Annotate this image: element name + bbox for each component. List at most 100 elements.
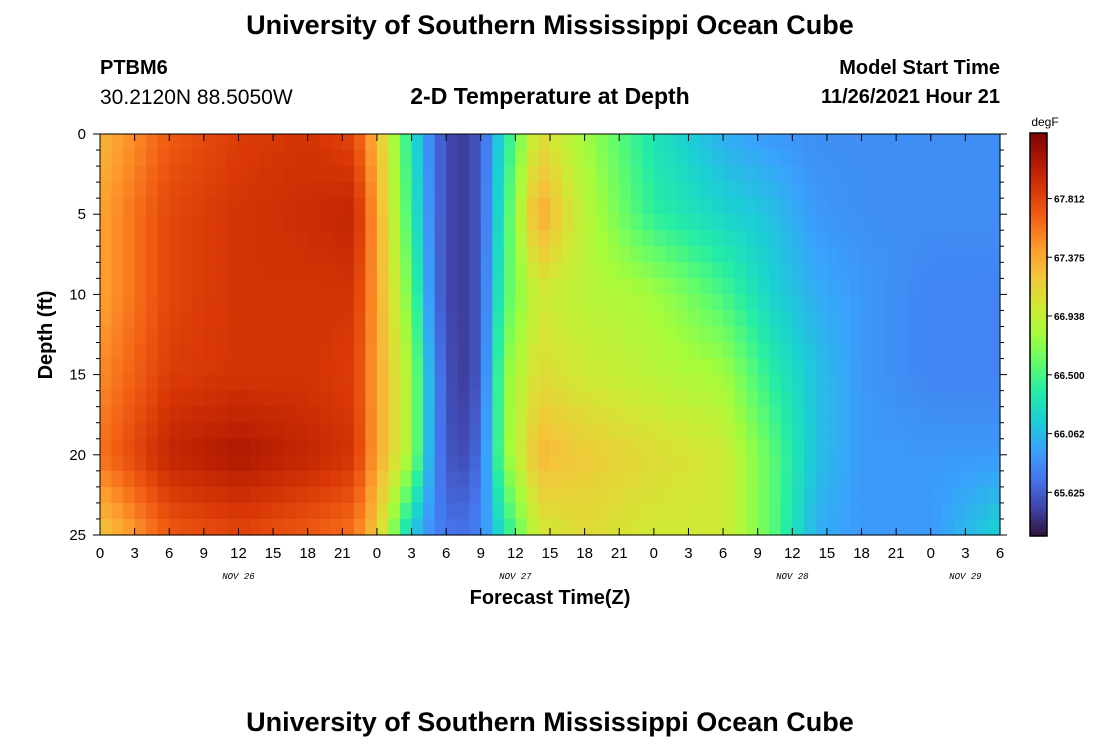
heatmap-cell bbox=[826, 198, 840, 215]
heatmap-cell bbox=[838, 150, 851, 167]
heatmap-cell bbox=[307, 278, 320, 295]
heatmap-cell bbox=[203, 518, 216, 536]
heatmap-cell bbox=[400, 390, 413, 408]
heatmap-cell bbox=[492, 198, 505, 215]
heatmap-cell bbox=[215, 166, 228, 183]
heatmap-cell bbox=[538, 342, 551, 360]
heatmap-cell bbox=[953, 166, 966, 183]
heatmap-cell bbox=[503, 230, 516, 247]
heatmap-cell bbox=[146, 518, 159, 536]
heatmap-cell bbox=[873, 422, 886, 440]
colorbar-tick-label: 66.500 bbox=[1054, 371, 1085, 382]
x-tick-label: 9 bbox=[477, 545, 485, 562]
heatmap-cell bbox=[573, 246, 586, 263]
heatmap-cell bbox=[526, 166, 540, 183]
heatmap-cell bbox=[538, 390, 551, 408]
heatmap-cell bbox=[573, 150, 586, 167]
heatmap-cell bbox=[630, 310, 643, 328]
heatmap-cell bbox=[215, 134, 228, 151]
heatmap-cell bbox=[538, 454, 551, 472]
heatmap-cell bbox=[896, 438, 909, 456]
heatmap-cell bbox=[492, 326, 505, 344]
heatmap-cell bbox=[815, 246, 828, 263]
heatmap-cell bbox=[192, 406, 205, 424]
heatmap-cell bbox=[815, 518, 828, 536]
heatmap-cell bbox=[192, 502, 205, 520]
heatmap-cell bbox=[676, 454, 690, 472]
heatmap-cell bbox=[503, 246, 516, 263]
heatmap-cell bbox=[261, 326, 274, 344]
heatmap-cell bbox=[411, 438, 424, 456]
heatmap-cell bbox=[907, 326, 920, 344]
heatmap-cell bbox=[123, 470, 136, 488]
heatmap-cell bbox=[769, 230, 782, 247]
heatmap-cell bbox=[134, 454, 147, 472]
heatmap-cell bbox=[526, 438, 540, 456]
heatmap-cell bbox=[146, 134, 159, 151]
heatmap-cell bbox=[642, 198, 655, 215]
heatmap-cell bbox=[826, 454, 840, 472]
heatmap-cell bbox=[503, 518, 516, 536]
heatmap-cell bbox=[815, 454, 828, 472]
heatmap-cell bbox=[400, 182, 413, 199]
heatmap-cell bbox=[365, 438, 378, 456]
heatmap-cell bbox=[203, 486, 216, 504]
heatmap-cell bbox=[469, 134, 482, 151]
heatmap-cell bbox=[192, 262, 205, 279]
heatmap-cell bbox=[342, 294, 355, 312]
heatmap-cell bbox=[953, 470, 966, 488]
heatmap-cell bbox=[111, 310, 124, 328]
heatmap-cell bbox=[526, 198, 540, 215]
heatmap-cell bbox=[503, 502, 516, 520]
heatmap-cell bbox=[988, 166, 1001, 183]
heatmap-cell bbox=[446, 230, 459, 247]
heatmap-cell bbox=[215, 438, 228, 456]
heatmap-cell bbox=[273, 262, 286, 279]
heatmap-cell bbox=[700, 134, 713, 151]
heatmap-cell bbox=[342, 342, 355, 360]
heatmap-cell bbox=[573, 198, 586, 215]
heatmap-cell bbox=[688, 182, 701, 199]
heatmap-cell bbox=[250, 470, 263, 488]
heatmap-cell bbox=[446, 326, 459, 344]
heatmap-cell bbox=[550, 278, 563, 295]
heatmap-cell bbox=[538, 358, 551, 376]
heatmap-cell bbox=[157, 374, 170, 392]
heatmap-cell bbox=[942, 454, 955, 472]
heatmap-cell bbox=[942, 406, 955, 424]
heatmap-cell bbox=[296, 454, 309, 472]
heatmap-cell bbox=[134, 342, 147, 360]
heatmap-cell bbox=[457, 310, 470, 328]
heatmap-cell bbox=[630, 262, 643, 279]
heatmap-cell bbox=[838, 214, 851, 231]
heatmap-cell bbox=[896, 454, 909, 472]
heatmap-cell bbox=[192, 310, 205, 328]
heatmap-cell bbox=[469, 374, 482, 392]
heatmap-cell bbox=[780, 214, 793, 231]
heatmap-cell bbox=[953, 438, 966, 456]
heatmap-cell bbox=[319, 454, 332, 472]
heatmap-cell bbox=[942, 422, 955, 440]
heatmap-cell bbox=[700, 214, 713, 231]
heatmap-cell bbox=[157, 342, 170, 360]
heatmap-cell bbox=[884, 422, 897, 440]
heatmap-cell bbox=[307, 422, 320, 440]
heatmap-cell bbox=[907, 294, 920, 312]
heatmap-cell bbox=[873, 166, 886, 183]
heatmap-cell bbox=[896, 294, 909, 312]
heatmap-cell bbox=[676, 358, 690, 376]
heatmap-cell bbox=[884, 166, 897, 183]
heatmap-cell bbox=[330, 198, 343, 215]
heatmap-cell bbox=[273, 374, 286, 392]
heatmap-cell bbox=[134, 438, 147, 456]
heatmap-cell bbox=[607, 502, 620, 520]
heatmap-cell bbox=[526, 182, 540, 199]
heatmap-cell bbox=[169, 294, 182, 312]
heatmap-cell bbox=[480, 422, 493, 440]
heatmap-cell bbox=[469, 310, 482, 328]
heatmap-cell bbox=[273, 470, 286, 488]
heatmap-cell bbox=[769, 134, 782, 151]
heatmap-cell bbox=[146, 390, 159, 408]
heatmap-cell bbox=[919, 230, 932, 247]
heatmap-cell bbox=[515, 214, 528, 231]
